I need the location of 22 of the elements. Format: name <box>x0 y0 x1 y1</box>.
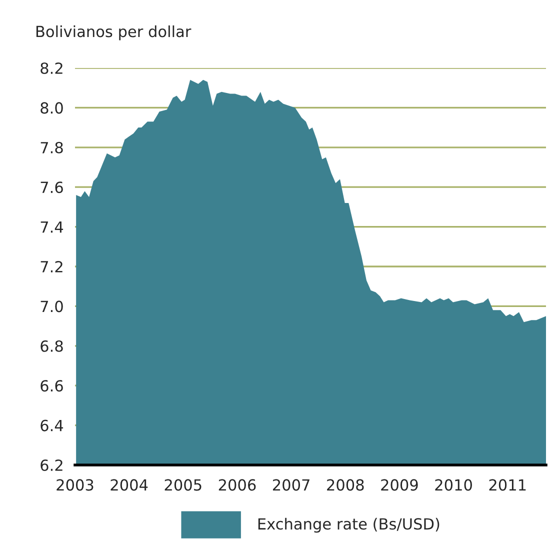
y-tick-label: 6.6 <box>40 380 63 392</box>
y-tick-label: 7.0 <box>40 300 63 312</box>
x-tick-label: 2004 <box>110 479 148 491</box>
y-tick-label: 6.4 <box>40 420 64 432</box>
x-tick-label: 2011 <box>489 479 526 491</box>
x-tick-label: 2005 <box>164 479 202 491</box>
y-tick-label: 8.0 <box>40 102 63 114</box>
x-tick-label: 2010 <box>435 479 472 491</box>
x-tick-label: 2008 <box>327 479 364 491</box>
x-tick-label: 2006 <box>218 479 256 491</box>
y-tick-label: 6.8 <box>40 340 63 352</box>
y-tick-label: 6.2 <box>40 459 62 472</box>
y-tick-label: 7.8 <box>40 142 63 154</box>
x-tick-label: 2007 <box>272 479 310 491</box>
x-tick-label: 2009 <box>381 479 418 491</box>
y-tick-label: 8.2 <box>40 62 62 74</box>
y-tick-label: 7.2 <box>40 260 62 272</box>
y-axis-title: Bolivianos per dollar <box>36 25 192 40</box>
y-tick-label: 7.4 <box>40 221 64 233</box>
x-tick-label: 2003 <box>56 479 94 491</box>
text: Exchange rate (Bs/USD) <box>258 518 440 533</box>
y-tick-label: 7.6 <box>40 182 63 194</box>
